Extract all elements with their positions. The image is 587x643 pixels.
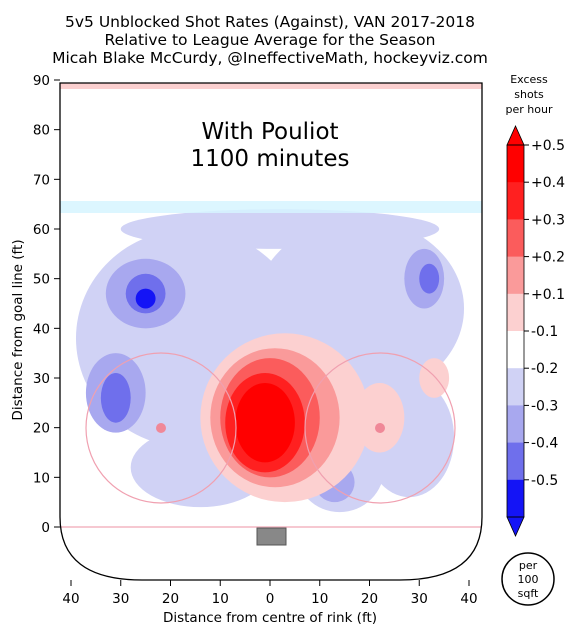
colorbar-band-7 [507, 405, 524, 444]
heat-region-15 [354, 382, 405, 453]
colorbar-title-line-1: Excess [510, 73, 548, 86]
colorbar-title-line-2: shots [514, 88, 544, 101]
colorbar-title-line-3: per hour [506, 103, 553, 116]
rink-markings [60, 83, 482, 546]
x-tick-label-8: 40 [460, 591, 477, 607]
colorbar-band-9 [507, 479, 524, 518]
x-tick-label-7: 30 [411, 591, 428, 607]
chart-title-line-2: Relative to League Average for the Seaso… [105, 31, 436, 49]
y-tick-label-9: 90 [33, 73, 50, 89]
colorbar-band-4 [507, 293, 524, 332]
colorbar-tick-label-6: -0.2 [531, 361, 558, 377]
heat-region-20 [235, 382, 295, 463]
y-tick-label-4: 40 [33, 321, 50, 337]
y-axis-label: Distance from goal line (ft) [10, 239, 26, 420]
x-axis-ticks: 40 30 20 10 0 10 20 30 40 [62, 580, 478, 607]
heat-region-12 [419, 263, 440, 294]
left-faceoff-dot [156, 423, 166, 433]
colorbar-tick-label-2: +0.3 [531, 212, 565, 228]
player-annotation-line-2: 1100 minutes [191, 146, 350, 172]
colorbar-tick-label-5: -0.1 [531, 324, 558, 340]
x-tick-label-5: 10 [311, 591, 328, 607]
colorbar-tick-label-0: +0.5 [531, 138, 565, 154]
y-tick-label-0: 0 [41, 520, 50, 536]
red-line [60, 83, 482, 89]
colorbar-band-2 [507, 219, 524, 258]
heat-region-2 [120, 209, 440, 249]
heat-region-11 [100, 373, 131, 423]
colorbar-tick-label-4: +0.1 [531, 287, 565, 303]
y-axis-ticks: 0 10 20 30 40 50 60 70 80 90 [33, 73, 60, 536]
rink-boards [59, 82, 483, 581]
x-tick-label-3: 10 [212, 591, 229, 607]
unit-badge-line-1: per [519, 559, 538, 572]
colorbar-band-8 [507, 442, 524, 481]
y-tick-label-1: 10 [33, 470, 50, 486]
left-faceoff-circle [85, 352, 237, 504]
colorbar-tick-label-9: -0.5 [531, 473, 558, 489]
colorbar-min-arrow [506, 516, 525, 537]
chart-title-line-1: 5v5 Unblocked Shot Rates (Against), VAN … [65, 13, 475, 31]
y-tick-label-8: 80 [33, 123, 50, 139]
player-annotation-line-1: With Pouliot [201, 119, 338, 145]
colorbar: +0.5 +0.4 +0.3 +0.2 +0.1 -0.1 -0.2 -0.3 -0.4 -0.5 [506, 125, 565, 537]
x-tick-label-1: 30 [112, 591, 129, 607]
right-faceoff-circle [304, 352, 456, 504]
colorbar-band-1 [507, 182, 524, 220]
heat-region-16 [419, 358, 450, 398]
colorbar-tick-label-1: +0.4 [531, 175, 565, 191]
x-tick-label-4: 0 [266, 591, 275, 607]
x-tick-label-0: 40 [62, 591, 79, 607]
colorbar-band-3 [507, 256, 524, 295]
colorbar-tick-label-3: +0.2 [531, 250, 565, 266]
x-tick-label-6: 20 [361, 591, 378, 607]
unit-badge-line-3: sqft [518, 587, 539, 600]
colorbar-band-0 [507, 145, 524, 183]
goal-net [256, 527, 287, 546]
right-faceoff-dot [375, 423, 385, 433]
blue-line [60, 201, 482, 213]
colorbar-tick-label-7: -0.3 [531, 398, 558, 414]
x-tick-label-2: 20 [162, 591, 179, 607]
colorbar-tick-label-8: -0.4 [531, 436, 558, 452]
y-tick-label-3: 30 [33, 371, 50, 387]
unit-badge-line-2: 100 [518, 573, 539, 586]
colorbar-max-arrow [506, 125, 525, 146]
heatmap-layer [75, 209, 465, 513]
y-tick-label-6: 60 [33, 222, 50, 238]
unit-badge [501, 552, 555, 606]
y-tick-label-2: 20 [33, 421, 50, 437]
y-tick-label-5: 50 [33, 272, 50, 288]
y-tick-label-7: 70 [33, 172, 50, 188]
colorbar-band-6 [507, 368, 524, 406]
chart-title-line-3: Micah Blake McCurdy, @IneffectiveMath, h… [52, 49, 488, 67]
colorbar-band-5 [507, 331, 524, 369]
heat-region-13 [135, 288, 156, 309]
x-axis-label: Distance from centre of rink (ft) [163, 610, 377, 626]
